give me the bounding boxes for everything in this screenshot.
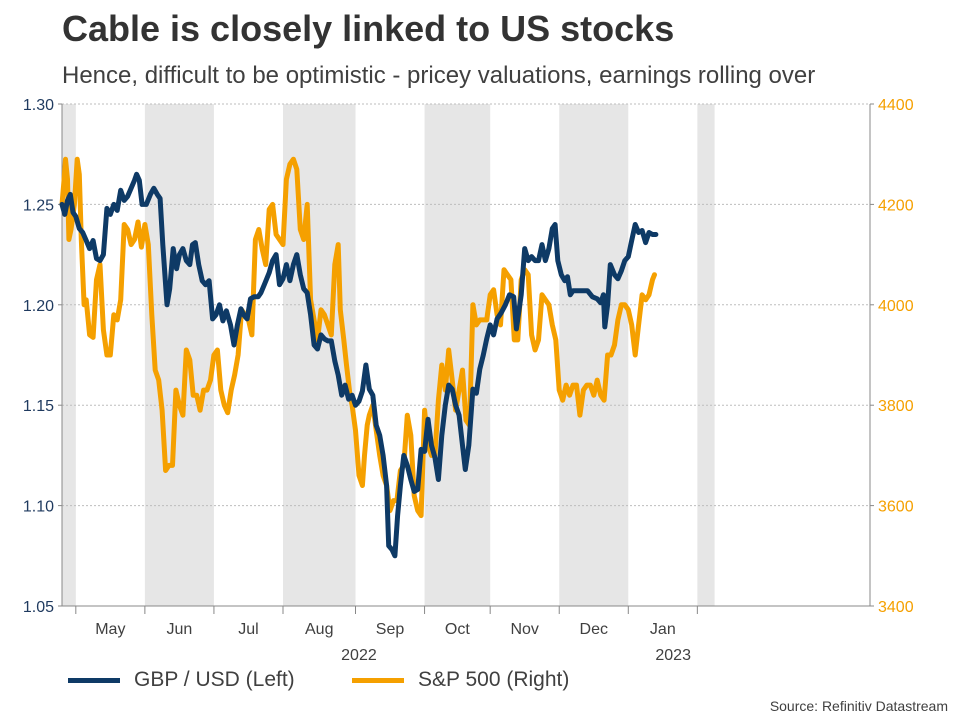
y-right-tick-label: 4000 <box>878 298 914 315</box>
y-right-tick-label: 3800 <box>878 398 914 415</box>
y-right-tick-label: 3400 <box>878 599 914 616</box>
y-right-tick-label: 4400 <box>878 97 914 114</box>
chart-subtitle: Hence, difficult to be optimistic - pric… <box>62 62 816 89</box>
series-line-sp500 <box>59 156 657 519</box>
x-tick-label: May <box>95 621 125 638</box>
y-right-tick-label: 3600 <box>878 499 914 516</box>
x-year-label: 2022 <box>341 647 377 664</box>
series-line-gbp-usd <box>59 171 659 559</box>
source-note: Source: Refinitiv Datastream <box>769 698 948 714</box>
shaded-band-5 <box>697 104 715 606</box>
legend-item-gbp: GBP / USD (Left) <box>68 668 295 692</box>
y-left-tick-label: 1.15 <box>23 398 54 415</box>
y-left-tick-label: 1.25 <box>23 197 54 214</box>
y-left-tick-label: 1.20 <box>23 298 54 315</box>
x-tick-label: Dec <box>580 621 608 638</box>
y-left-tick-label: 1.30 <box>23 97 54 114</box>
legend-label-gbp: GBP / USD (Left) <box>134 668 295 691</box>
shaded-band-4 <box>559 104 629 606</box>
legend-label-spx: S&P 500 (Right) <box>418 668 570 691</box>
x-year-label: 2023 <box>655 647 691 664</box>
x-tick-label: Oct <box>445 621 470 638</box>
y-right-tick-label: 4200 <box>878 197 914 214</box>
chart-title: Cable is closely linked to US stocks <box>62 8 675 49</box>
x-tick-label: Sep <box>376 621 405 638</box>
legend-item-spx: S&P 500 (Right) <box>352 668 569 692</box>
x-tick-label: Aug <box>305 621 333 638</box>
legend-swatch-spx <box>352 677 404 683</box>
x-tick-label: Jun <box>167 621 193 638</box>
y-left-tick-label: 1.10 <box>23 499 54 516</box>
x-tick-label: Jan <box>650 621 676 638</box>
x-tick-label: Jul <box>238 621 258 638</box>
shaded-band-3 <box>424 104 491 606</box>
y-left-tick-label: 1.05 <box>23 599 54 616</box>
x-tick-label: Nov <box>510 621 538 638</box>
legend-swatch-gbp <box>68 677 120 683</box>
